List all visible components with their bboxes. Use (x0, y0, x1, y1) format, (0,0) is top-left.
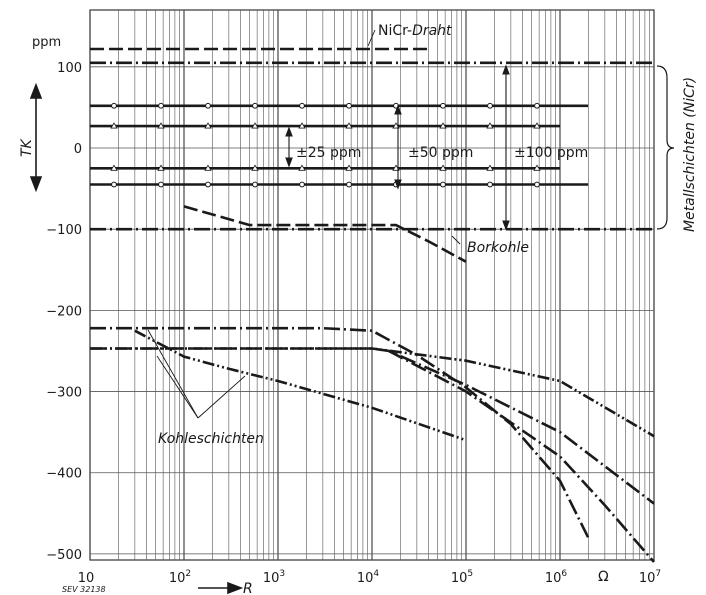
pointer-line (451, 235, 461, 245)
series-marker-circle (346, 102, 352, 109)
series-line-13 (387, 349, 655, 563)
series-line-12 (90, 347, 655, 505)
series-marker-circle (205, 181, 211, 188)
series-line-10 (134, 329, 467, 442)
series-marker-circle (158, 102, 164, 109)
y-tick-label: −200 (46, 304, 82, 319)
nicr-italic: Draht (412, 23, 452, 39)
y-tick-label: −400 (46, 467, 82, 482)
y-tick-label: 0 (74, 142, 82, 157)
x-tick-label: 10 (78, 571, 95, 586)
series-marker-triangle (298, 164, 306, 171)
series-marker-triangle (345, 122, 353, 129)
series-marker-triangle (110, 164, 118, 171)
x-unit-label: Ω (598, 569, 609, 585)
tolerance-arrows (285, 64, 510, 231)
series-marker-triangle (345, 164, 353, 171)
series-marker-circle (534, 181, 540, 188)
borkohle-label: Borkohle (467, 240, 529, 256)
grid (89, 9, 655, 561)
series-marker-circle (440, 181, 446, 188)
x-tick-label: 104 (357, 569, 380, 586)
y-axis-label: TK (19, 137, 35, 157)
metallschichten-label: Metallschichten (NiCr) (682, 77, 698, 232)
x-axis-arrow (198, 581, 244, 595)
y-tick-label: −100 (46, 223, 82, 238)
series-marker-triangle (157, 122, 165, 129)
nicr-prefix: NiCr- (378, 23, 412, 39)
pm25-label: ±25 ppm (296, 145, 361, 161)
series-marker-triangle (157, 164, 165, 171)
pm100-label: ±100 ppm (514, 145, 588, 161)
series-marker-triangle (251, 122, 259, 129)
series-marker-triangle (439, 122, 447, 129)
series-marker-circle (205, 102, 211, 109)
series-marker-circle (158, 181, 164, 188)
series-marker-circle (487, 102, 493, 109)
kohleschichten-label: Kohleschichten (158, 431, 264, 447)
pointer-line (197, 375, 246, 419)
series-marker-circle (252, 102, 258, 109)
series-line-8 (183, 205, 467, 263)
series-marker-triangle (439, 164, 447, 171)
y-tick-label: −500 (46, 548, 82, 563)
sev-label: SEV 32138 (62, 585, 106, 594)
tick-labels: 100 0 −100 −200 −300 −400 −500 10 102 103 104 105 10… (46, 61, 661, 586)
series-marker-triangle (533, 122, 541, 129)
nicr-label: NiCr-Draht (378, 23, 452, 39)
series-group (90, 47, 655, 563)
series-marker-circle (252, 181, 258, 188)
series-marker-circle (346, 181, 352, 188)
y-tick-label: 100 (57, 61, 82, 76)
series-marker-triangle (486, 164, 494, 171)
x-tick-label: 107 (639, 569, 661, 586)
tk-double-arrow (29, 82, 43, 193)
pointer-line (156, 355, 199, 419)
series-marker-triangle (251, 164, 259, 171)
x-tick-label: 103 (263, 569, 285, 586)
y-tick-label: −300 (46, 386, 82, 401)
series-marker-triangle (204, 122, 212, 129)
series-marker-circle (299, 102, 305, 109)
pointer-line (367, 29, 376, 47)
series-marker-circle (299, 181, 305, 188)
series-marker-triangle (486, 122, 494, 129)
metallschichten-brace (656, 65, 675, 230)
series-marker-circle (534, 102, 540, 109)
series-marker-circle (440, 102, 446, 109)
series-marker-circle (111, 102, 117, 109)
pm50-label: ±50 ppm (408, 145, 473, 161)
series-marker-triangle (533, 164, 541, 171)
series-marker-triangle (298, 122, 306, 129)
y-unit-label: ppm (32, 35, 61, 50)
x-axis-label: R (243, 581, 253, 595)
series-marker-circle (111, 181, 117, 188)
series-marker-circle (487, 181, 493, 188)
pointer-line (147, 329, 199, 419)
x-tick-label: 105 (451, 569, 473, 586)
series-marker-triangle (204, 164, 212, 171)
series-marker-triangle (110, 122, 118, 129)
x-tick-label: 106 (545, 569, 568, 586)
series-line-9 (90, 326, 590, 539)
x-tick-label: 102 (169, 569, 191, 586)
annotation-pointers (147, 29, 461, 419)
